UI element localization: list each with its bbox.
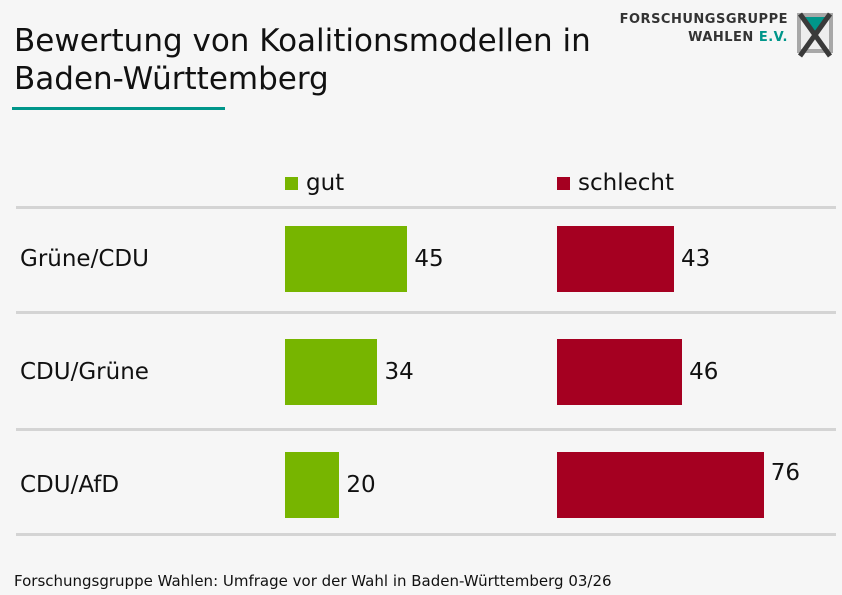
- category-label: CDU/Grüne: [20, 359, 149, 385]
- logo-ballot-icon: [797, 12, 833, 58]
- bar-schlecht: [557, 226, 674, 292]
- value-label-gut: 34: [384, 359, 414, 385]
- category-label: CDU/AfD: [20, 472, 120, 498]
- bar-gut: [285, 339, 378, 405]
- legend-label-gut: gut: [306, 170, 345, 196]
- legend-gut: gut: [285, 170, 344, 196]
- bar-gut: [285, 452, 340, 518]
- chart-title: Bewertung von Koalitionsmodellen in Baden…: [14, 22, 591, 98]
- bar-gut: [285, 226, 408, 292]
- logo-text-line-2: WAHLEN E.V.: [688, 30, 788, 45]
- value-label-schlecht: 76: [770, 460, 800, 486]
- legend-label-schlecht: schlecht: [578, 170, 674, 196]
- row-divider: [16, 311, 836, 314]
- logo-text-line-1: FORSCHUNGSGRUPPE: [619, 12, 788, 27]
- value-label-gut: 20: [346, 472, 376, 498]
- title-line-1: Bewertung von Koalitionsmodellen in: [14, 23, 591, 59]
- row-divider: [16, 206, 836, 209]
- title-line-2: Baden-Württemberg: [14, 61, 329, 97]
- value-label-schlecht: 43: [680, 246, 711, 272]
- value-label-gut: 45: [414, 246, 444, 272]
- value-label-schlecht: 46: [689, 359, 719, 385]
- legend-schlecht: schlecht: [557, 170, 674, 196]
- source-footer: Forschungsgruppe Wahlen: Umfrage vor der…: [14, 572, 612, 590]
- legend-swatch-schlecht: [557, 176, 570, 190]
- logo: FORSCHUNGSGRUPPE WAHLEN E.V.: [620, 8, 840, 58]
- legend-swatch-gut: [285, 176, 298, 190]
- row-divider: [16, 533, 836, 536]
- row-divider: [16, 428, 836, 431]
- bar-schlecht: [557, 452, 764, 518]
- title-underline: [12, 107, 225, 110]
- bar-schlecht: [557, 339, 683, 405]
- category-label: Grüne/CDU: [20, 246, 149, 272]
